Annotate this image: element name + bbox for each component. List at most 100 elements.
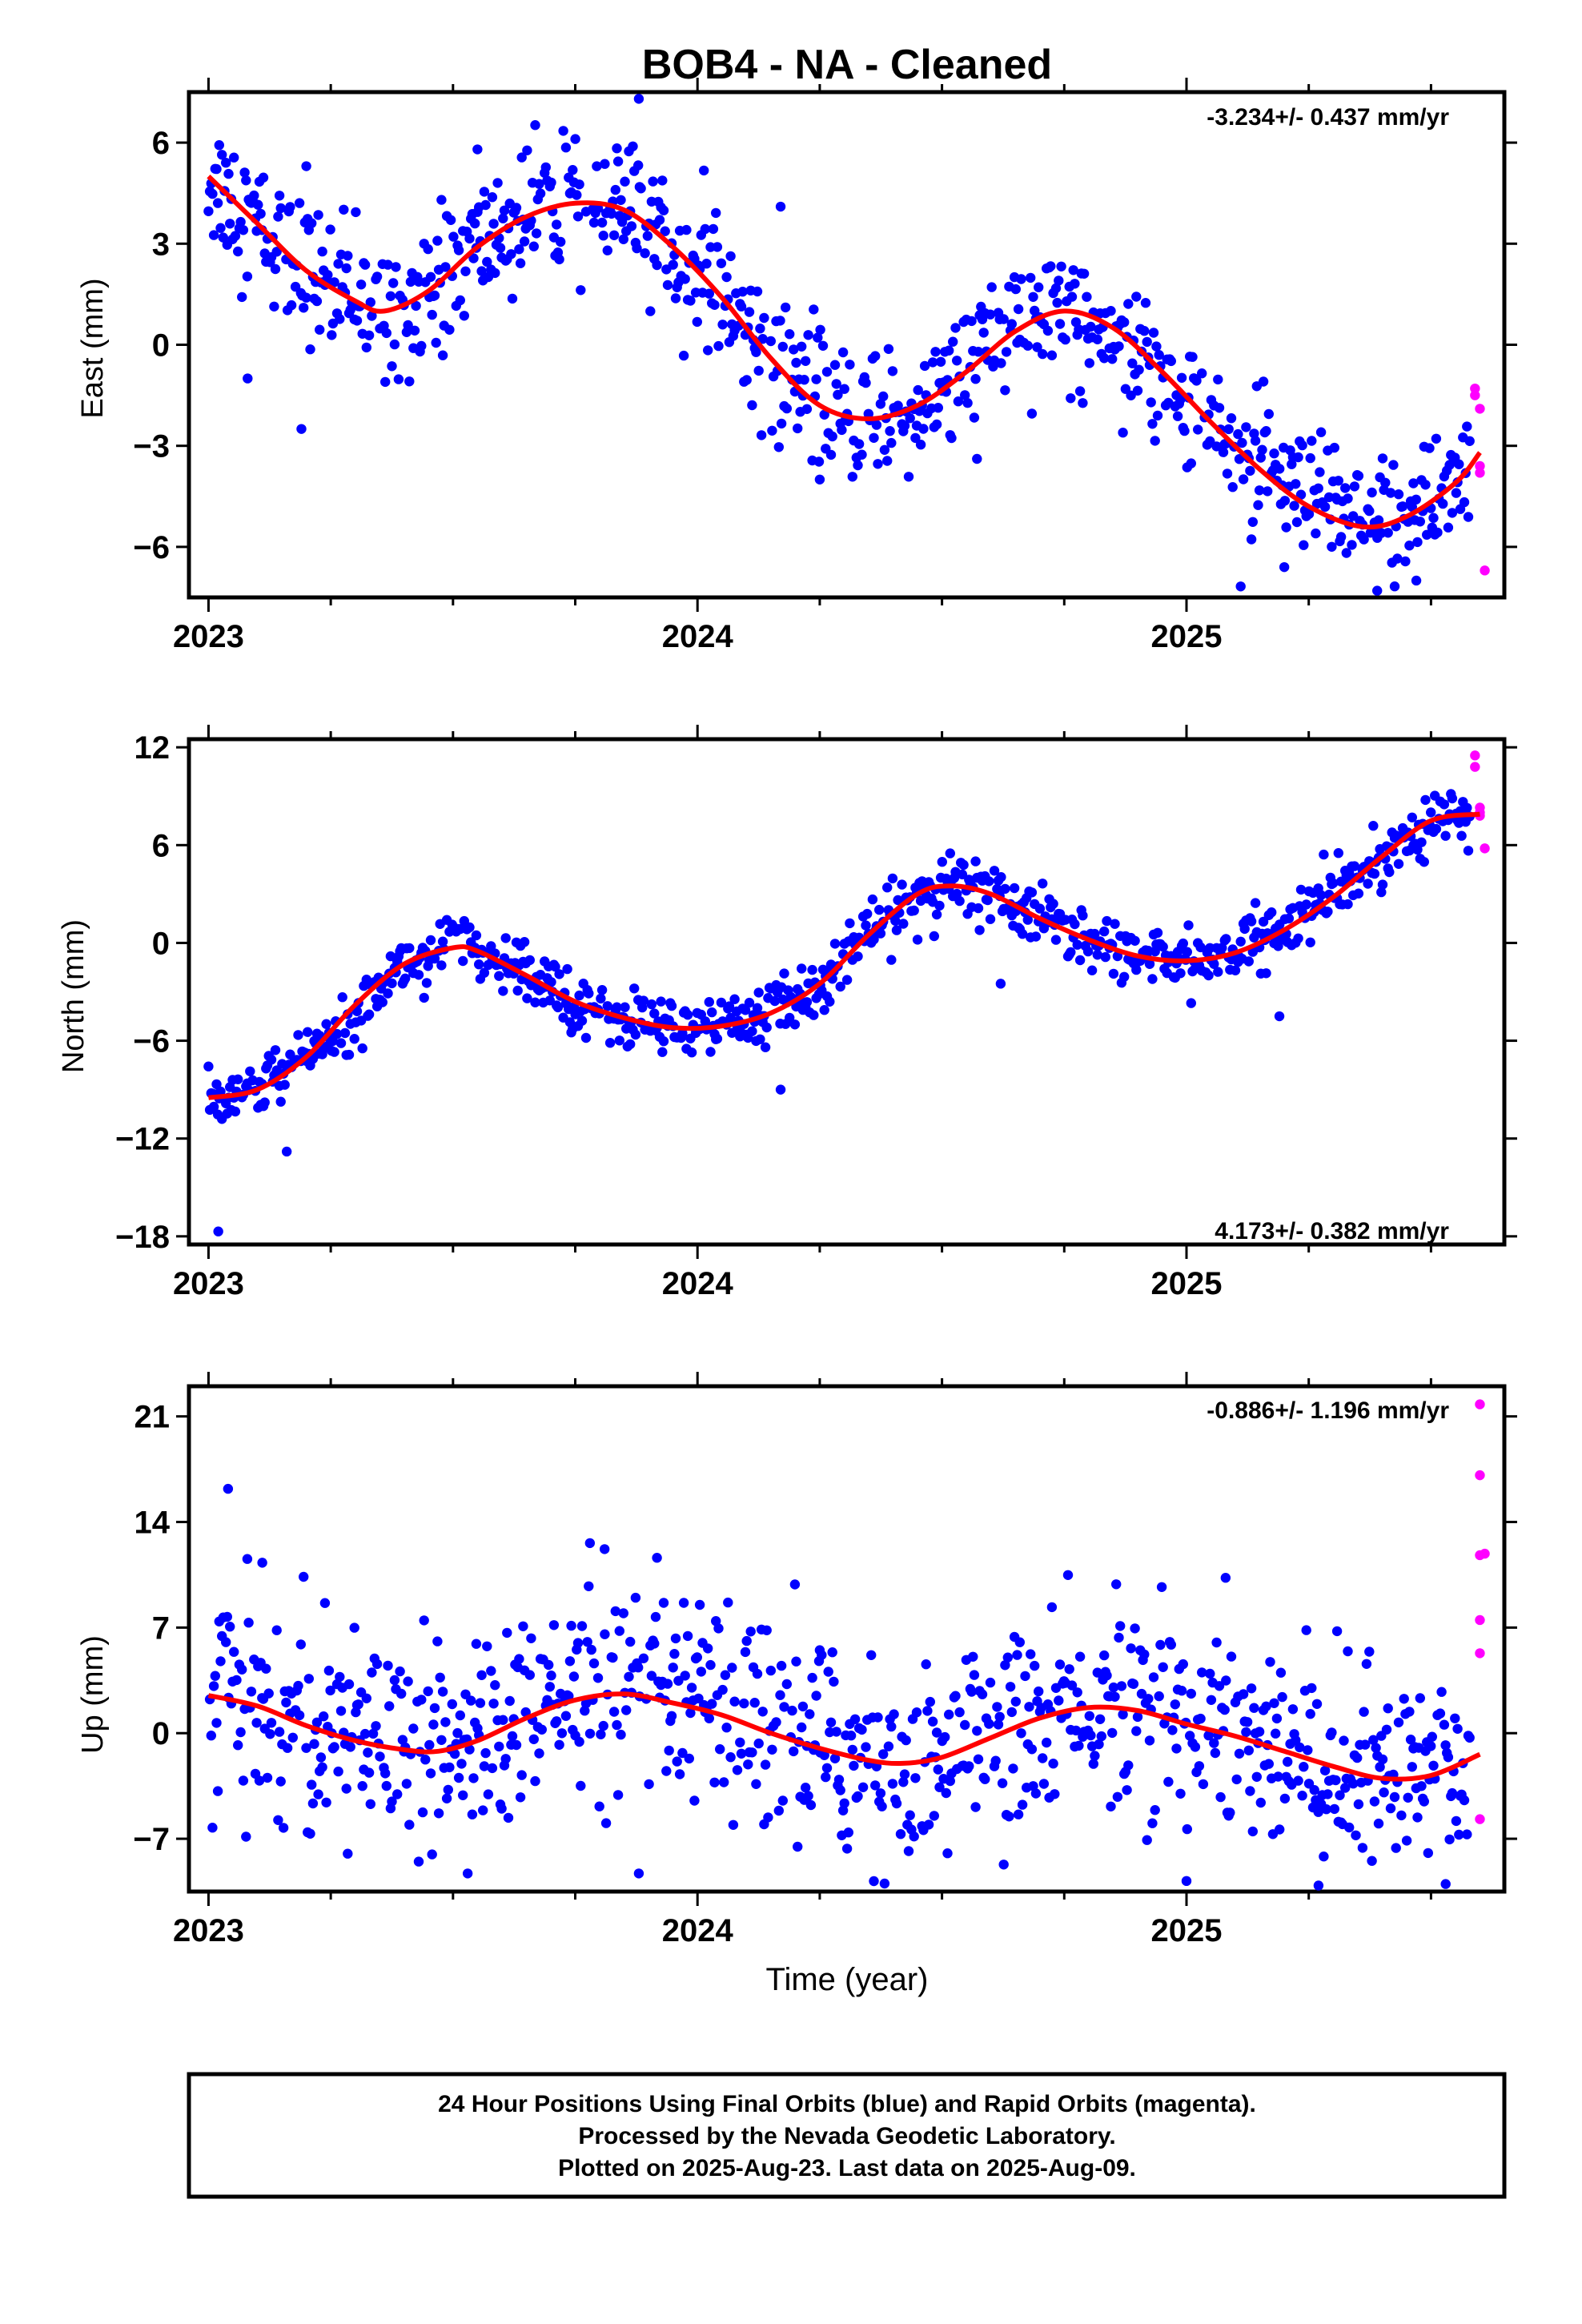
north-final-point (1463, 846, 1474, 856)
up-final-point (375, 1751, 385, 1762)
up-y-axis-label: Up (mm) (76, 1635, 110, 1754)
up-final-point (1238, 1689, 1249, 1699)
up-final-point (392, 1789, 403, 1799)
east-final-point (214, 140, 224, 151)
east-final-point (404, 376, 415, 387)
up-final-point (680, 1671, 690, 1681)
up-final-point (779, 1702, 789, 1712)
north-final-point (1099, 926, 1110, 937)
north-final-point (203, 1061, 214, 1072)
up-final-point (980, 1774, 990, 1784)
east-final-point (301, 292, 311, 303)
up-final-point (262, 1772, 273, 1783)
east-final-point (1235, 581, 1246, 592)
north-final-point (259, 1097, 270, 1108)
up-final-point (1186, 1688, 1197, 1699)
up-final-point (725, 1752, 736, 1763)
east-final-point (572, 211, 584, 222)
up-final-point (704, 1713, 714, 1723)
east-final-point (996, 358, 1006, 368)
east-final-point (1311, 528, 1321, 539)
north-final-point (1343, 899, 1353, 910)
east-final-point (755, 324, 765, 334)
up-final-point (1178, 1659, 1189, 1670)
up-final-point (1403, 1792, 1413, 1803)
up-final-point (732, 1765, 743, 1775)
east-final-point (886, 437, 897, 448)
north-final-point (1439, 799, 1450, 810)
up-final-point (600, 1818, 612, 1828)
north-final-point (945, 848, 956, 858)
up-final-point (972, 1726, 982, 1736)
up-final-point (221, 1637, 231, 1647)
up-final-point (736, 1748, 747, 1759)
east-final-point (317, 246, 327, 257)
up-final-point (1254, 1727, 1265, 1737)
north-final-point (602, 1001, 612, 1011)
east-final-point (351, 316, 363, 326)
up-final-point (367, 1667, 377, 1678)
up-final-point (662, 1679, 673, 1689)
north-final-point (985, 914, 996, 924)
east-final-point (869, 432, 879, 443)
east-final-point (1392, 553, 1403, 564)
east-final-point (1078, 268, 1090, 279)
east-final-point (1114, 341, 1124, 352)
east-final-point (576, 285, 586, 296)
up-final-point (1130, 1623, 1140, 1634)
east-final-point (480, 199, 491, 211)
east-final-point (425, 271, 436, 282)
east-final-point (966, 316, 977, 327)
up-final-point (614, 1626, 624, 1636)
up-final-point (294, 1710, 305, 1721)
north-final-point (620, 1002, 630, 1012)
up-final-point (1331, 1626, 1343, 1637)
up-final-point (1115, 1621, 1126, 1631)
up-final-point (1311, 1699, 1323, 1709)
up-final-point (650, 1611, 661, 1622)
up-final-point (1231, 1774, 1242, 1785)
up-final-point (1102, 1670, 1112, 1681)
up-final-point (1197, 1667, 1207, 1678)
up-final-point (1436, 1687, 1447, 1697)
up-final-point (560, 1711, 572, 1721)
up-final-point (686, 1683, 697, 1693)
up-frame (187, 1384, 1507, 1894)
up-final-point (1379, 1787, 1389, 1798)
north-final-point (1070, 919, 1080, 930)
north-final-point (275, 1096, 286, 1107)
east-final-point (620, 176, 630, 187)
east-final-point (602, 245, 612, 255)
east-final-point (1118, 428, 1128, 438)
east-final-point (1454, 459, 1464, 469)
east-final-point (333, 259, 343, 269)
east-final-point (552, 219, 562, 230)
east-final-point (819, 409, 829, 420)
east-final-point (339, 204, 349, 215)
up-final-point (1114, 1632, 1124, 1643)
up-final-point (1086, 1730, 1096, 1741)
east-plot-area: 2023 2024 2025 −6 −3 0 3 6 (133, 78, 1517, 654)
up-final-point (212, 1786, 223, 1796)
east-final-point (1341, 548, 1352, 558)
east-final-point (269, 301, 279, 312)
panel-north: 2023 2024 2025 −18 −12 −6 0 6 12 North (mm) 4.17… (57, 725, 1517, 1301)
north-final-point (666, 1000, 677, 1011)
up-final-point (633, 1663, 644, 1673)
up-final-point (1034, 1686, 1044, 1697)
east-final-point (642, 231, 653, 241)
north-final-point (1203, 970, 1214, 981)
east-final-point (837, 424, 847, 436)
north-final-point (1295, 884, 1307, 895)
east-final-point (381, 328, 391, 339)
east-final-point (365, 297, 375, 308)
up-final-point (696, 1667, 706, 1677)
up-final-point (1006, 1707, 1018, 1718)
up-final-point (444, 1762, 455, 1773)
east-final-point (556, 236, 566, 247)
up-final-point (1154, 1691, 1164, 1702)
north-final-point (937, 857, 948, 867)
up-final-point (265, 1729, 275, 1739)
up-final-point (1269, 1698, 1279, 1708)
up-rapid-point (1475, 1648, 1485, 1659)
